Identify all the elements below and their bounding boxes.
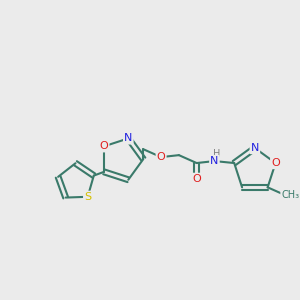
Text: H: H (213, 149, 220, 159)
Text: S: S (84, 192, 91, 202)
Text: O: O (157, 152, 166, 162)
Text: O: O (192, 174, 201, 184)
Text: O: O (100, 141, 108, 151)
Text: N: N (124, 134, 133, 143)
Text: O: O (271, 158, 280, 168)
Text: N: N (210, 156, 219, 166)
Text: CH₃: CH₃ (281, 190, 299, 200)
Text: N: N (251, 143, 259, 153)
